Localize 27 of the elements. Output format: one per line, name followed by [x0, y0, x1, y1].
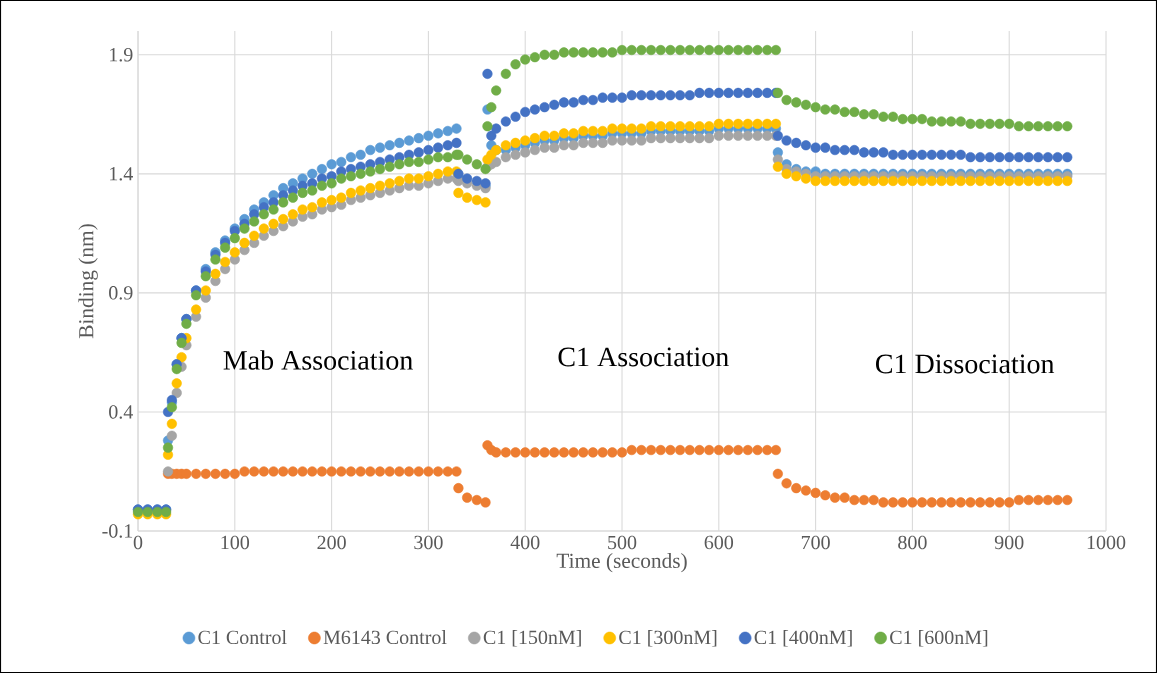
y-tick-label: 1.4 — [110, 167, 133, 181]
x-tick-label: 500 — [608, 535, 637, 550]
y-tick-label: 0.4 — [109, 405, 133, 419]
legend-label: C1 [150nM] — [483, 630, 581, 647]
x-tick-label: 200 — [317, 535, 346, 550]
y-tick-label: 1.9 — [110, 48, 133, 62]
x-tick-label: 600 — [704, 535, 734, 550]
x-tick-label: 700 — [801, 535, 830, 550]
legend-label: C1 Control — [198, 630, 287, 645]
x-tick-label: 800 — [898, 535, 927, 550]
legend-label: C1 [300nM] — [619, 630, 717, 647]
y-axis-title: Binding (nm) — [78, 224, 98, 339]
x-axis-title: Time (seconds) — [556, 553, 687, 573]
y-tick-label: 0.9 — [109, 286, 133, 300]
x-tick-label: 400 — [510, 535, 540, 550]
legend-label: C1 [400nM] — [754, 630, 852, 647]
y-tick-label: -0.1 — [102, 524, 133, 538]
annotation: C1 Dissociation — [876, 354, 1055, 374]
x-tick-label: 1000 — [1087, 535, 1126, 550]
x-tick-label: 100 — [221, 535, 250, 550]
legend-label: M6143 Control — [323, 630, 447, 645]
legend-label: C1 [600nM] — [890, 630, 988, 647]
annotation: Mab Association — [223, 350, 413, 370]
x-tick-label: 300 — [414, 535, 443, 550]
x-tick-label: 0 — [133, 535, 143, 550]
annotation: C1 Association — [558, 347, 729, 367]
x-tick-label: 900 — [994, 535, 1024, 550]
